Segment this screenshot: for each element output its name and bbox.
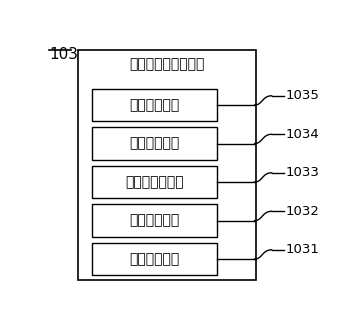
Text: 1034: 1034 bbox=[286, 128, 319, 141]
Text: 1032: 1032 bbox=[286, 205, 320, 218]
Bar bbox=[92, 127, 217, 160]
Text: 窄带通滤波模块: 窄带通滤波模块 bbox=[125, 175, 184, 189]
Text: 低通滤波模块: 低通滤波模块 bbox=[129, 252, 180, 266]
Text: 1035: 1035 bbox=[286, 89, 320, 102]
Text: 差分放大模块: 差分放大模块 bbox=[129, 98, 180, 112]
Text: 1033: 1033 bbox=[286, 166, 320, 179]
Bar bbox=[78, 50, 256, 280]
Text: 信号预处理电路模块: 信号预处理电路模块 bbox=[129, 57, 205, 71]
Bar bbox=[92, 89, 217, 121]
Bar bbox=[92, 204, 217, 237]
Text: 高通滤波模块: 高通滤波模块 bbox=[129, 214, 180, 228]
Text: 1031: 1031 bbox=[286, 243, 320, 256]
Text: 103: 103 bbox=[49, 47, 78, 61]
Bar bbox=[92, 243, 217, 275]
Text: 陷值滤波模块: 陷值滤波模块 bbox=[129, 137, 180, 150]
Bar bbox=[92, 166, 217, 198]
